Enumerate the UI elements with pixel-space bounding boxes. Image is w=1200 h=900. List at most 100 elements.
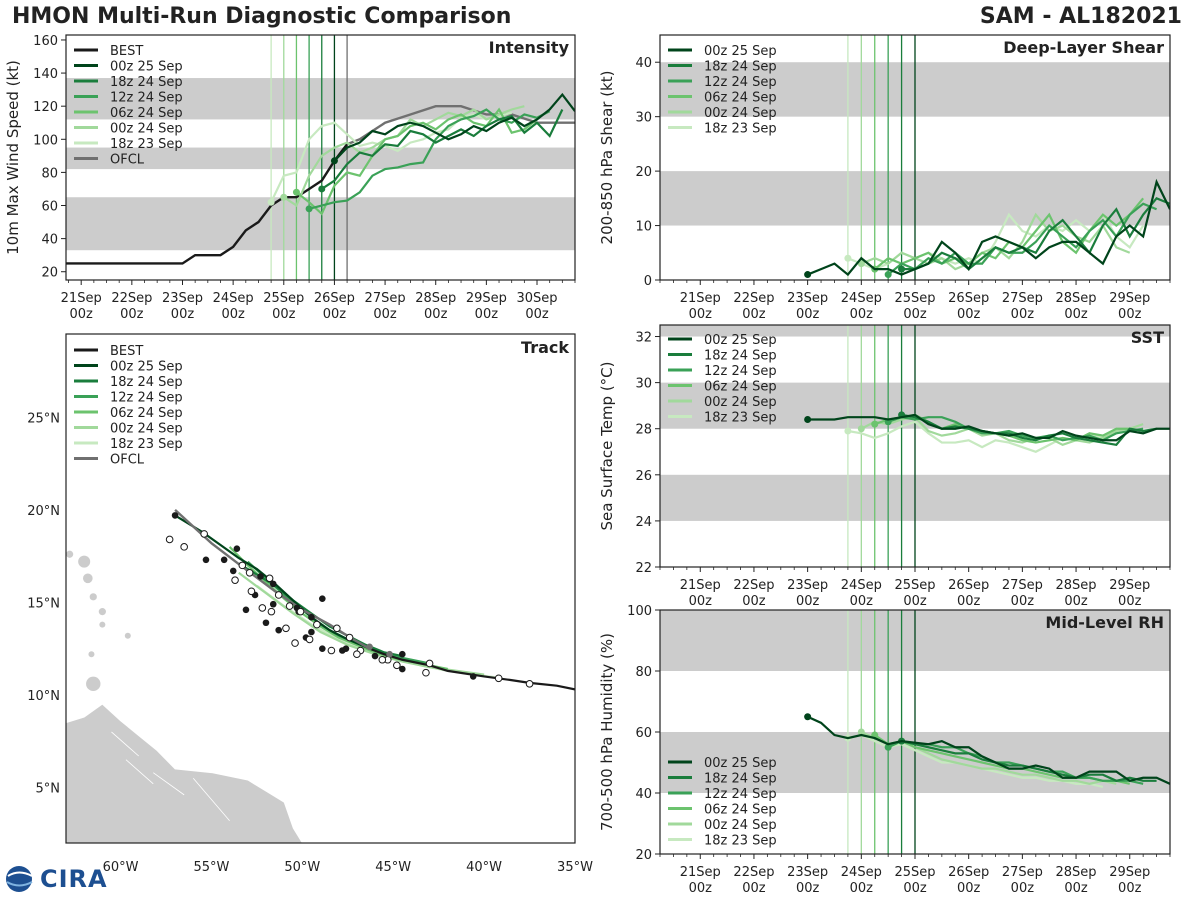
intensity-series-line [333,92,575,162]
shear-xtick-hour: 00z [742,307,766,322]
figure-title: HMON Multi-Run Diagnostic Comparison [12,4,512,29]
sst-series-line [807,413,1170,442]
shear-ytick-label: 30 [635,111,652,126]
storm-id-title: SAM - AL182021 [979,4,1182,29]
sst-xtick-day: 25Sep [894,578,935,593]
intensity-xtick-hour: 00z [525,307,549,322]
intensity-xtick-hour: 00z [272,307,296,322]
shear-xtick-hour: 00z [689,307,713,322]
track-marker-filled [262,619,270,627]
shear-ylabel: 200-850 hPa Shear (kt) [598,71,616,245]
rh-xtick-hour: 00z [742,881,766,896]
intensity-title: Intensity [489,38,570,57]
rh-xtick-day: 29Sep [1109,865,1150,880]
track-marker-filled [308,613,315,621]
sst-plot-area [660,325,1170,567]
sst-xtick-hour: 00z [689,594,713,609]
track-marker-open [245,568,254,577]
track-marker-open [267,607,276,616]
rh-xtick-hour: 00z [689,881,713,896]
track-marker-open [265,574,274,583]
intensity-legend-label: 06z 24 Sep [110,106,183,121]
rh-series-start-point [857,728,865,736]
track-plot-area [66,508,575,843]
shear-series-start-point [844,254,852,262]
track-marker-open [378,655,387,664]
land-border-line [125,759,154,785]
sst-series-start-point [844,427,852,435]
track-marker-filled [319,595,326,602]
cira-logo: CIRA [4,864,108,894]
shear-xtick-day: 28Sep [1056,291,1097,306]
intensity-ytick-label: 40 [41,233,58,248]
track-marker-ofcl [366,643,373,651]
intensity-best-line [66,143,349,265]
shear-xtick-hour: 00z [1118,307,1142,322]
rh-legend-label: 18z 23 Sep [704,834,777,849]
track-marker-open [333,624,341,633]
track-legend-label: 00z 25 Sep [110,360,183,375]
intensity-xtick-hour: 00z [323,307,347,322]
land-island [78,555,91,568]
track-ytick-label: 20°N [27,504,60,519]
land-island [98,608,106,616]
rh-ytick-label: 40 [635,787,652,802]
track-legend-label: 00z 24 Sep [110,422,183,437]
intensity-ytick-label: 100 [33,133,58,148]
shear-series-line [901,197,1170,271]
intensity-ytick-label: 20 [41,266,58,281]
rh-series-start-point [804,713,812,721]
sst-legend-label: 00z 25 Sep [704,333,777,348]
track-marker-open [165,535,174,544]
shear-series-start-point [884,271,892,279]
rh-xtick-day: 23Sep [787,865,828,880]
land-island [88,651,95,658]
track-marker-filled [308,628,315,636]
track-marker-open [291,639,299,647]
sst-legend-label: 18z 24 Sep [704,349,777,364]
shear-xtick-hour: 00z [957,307,981,322]
rh-legend-label: 00z 24 Sep [704,818,777,833]
intensity-ytick-label: 120 [33,100,58,115]
sst-ytick-label: 26 [635,469,652,484]
shear-legend-label: 06z 24 Sep [704,91,777,106]
sst-series-start-point [857,425,865,433]
intensity-legend-label: BEST [110,44,143,59]
intensity-panel: 2040608010012014016021Sep00z22Sep00z23Se… [4,34,576,322]
track-marker-filled [233,545,241,553]
track-ytick-label: 15°N [27,596,60,611]
track-marker-open [353,650,361,659]
track-marker-filled [202,556,210,564]
land-island [124,632,131,639]
track-xtick-label: 55°W [193,860,229,875]
intensity-xtick-day: 29Sep [466,291,507,306]
intensity-ytick-label: 140 [33,67,58,82]
sst-xtick-day: 28Sep [1056,578,1097,593]
rh-xtick-hour: 00z [903,881,927,896]
land-border-line [111,731,139,757]
track-marker-open [313,620,321,629]
track-marker-open [258,604,267,612]
intensity-xtick-day: 26Sep [314,291,355,306]
sst-ytick-label: 32 [635,331,652,346]
sst-xtick-hour: 00z [1118,594,1142,609]
intensity-frame [65,34,576,281]
intensity-xtick-day: 25Sep [263,291,304,306]
shear-ytick-label: 40 [635,56,652,71]
track-marker-open [282,624,290,633]
intensity-ytick-label: 160 [33,34,58,49]
track-marker-filled [229,567,237,575]
intensity-xtick-hour: 00z [221,307,245,322]
track-legend-label: 18z 24 Sep [110,375,183,390]
intensity-legend-label: 12z 24 Sep [110,91,183,106]
track-xtick-label: 35°W [557,860,593,875]
intensity-legend-label: 18z 24 Sep [110,75,183,90]
intensity-xtick-day: 28Sep [415,291,456,306]
sst-ylabel: Sea Surface Temp (°C) [598,361,616,530]
land-south-america [66,703,303,843]
intensity-xtick-hour: 00z [171,307,195,322]
intensity-xtick-day: 24Sep [213,291,254,306]
intensity-ylabel: 10m Max Wind Speed (kt) [4,60,22,255]
track-marker-open [247,587,256,596]
track-marker-open [296,607,305,616]
